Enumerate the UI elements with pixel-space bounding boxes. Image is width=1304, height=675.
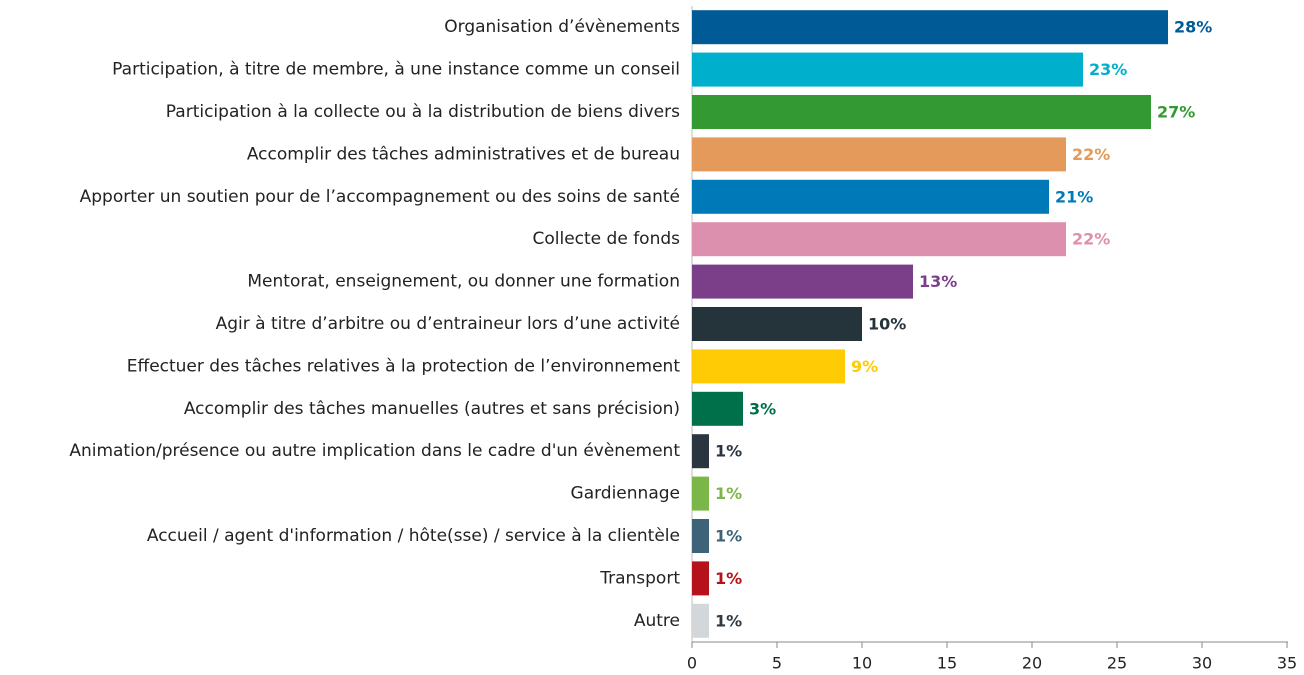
- bar: [692, 349, 845, 384]
- value-label: 1%: [715, 484, 742, 503]
- value-label: 10%: [868, 315, 906, 334]
- value-label: 9%: [851, 357, 878, 376]
- value-label: 1%: [715, 569, 742, 588]
- value-label: 22%: [1072, 145, 1110, 164]
- x-tick-label: 25: [1107, 654, 1127, 673]
- bar: [692, 391, 743, 426]
- bar: [692, 434, 709, 469]
- category-label: Effectuer des tâches relatives à la prot…: [127, 356, 681, 376]
- value-label: 28%: [1174, 18, 1212, 37]
- category-label: Participation à la collecte ou à la dist…: [166, 102, 680, 122]
- value-label: 1%: [715, 442, 742, 461]
- x-tick-label: 20: [1022, 654, 1042, 673]
- x-tick-label: 35: [1277, 654, 1297, 673]
- category-label: Organisation d’évènements: [444, 17, 680, 37]
- bar: [692, 137, 1066, 172]
- category-label: Transport: [599, 568, 680, 588]
- category-label: Accueil / agent d'information / hôte(sse…: [147, 526, 680, 546]
- x-tick-label: 0: [687, 654, 697, 673]
- category-label: Gardiennage: [571, 484, 680, 504]
- x-tick-label: 30: [1192, 654, 1212, 673]
- bar: [692, 52, 1083, 87]
- value-label: 1%: [715, 611, 742, 630]
- bar: [692, 519, 709, 553]
- category-label: Collecte de fonds: [532, 229, 680, 249]
- bar: [692, 222, 1066, 257]
- bar: [692, 307, 862, 341]
- category-label: Accomplir des tâches manuelles (autres e…: [184, 399, 680, 419]
- x-tick-label: 10: [852, 654, 872, 673]
- x-tick-label: 15: [937, 654, 957, 673]
- category-label: Apporter un soutien pour de l’accompagne…: [80, 187, 680, 207]
- bar: [692, 561, 709, 596]
- category-label: Agir à titre d’arbitre ou d’entraineur l…: [216, 314, 680, 334]
- value-label: 21%: [1055, 187, 1093, 206]
- bar: [692, 95, 1151, 129]
- bar: [692, 476, 709, 511]
- category-label: Animation/présence ou autre implication …: [69, 441, 680, 461]
- value-label: 23%: [1089, 60, 1127, 79]
- value-label: 22%: [1072, 230, 1110, 249]
- value-label: 13%: [919, 272, 957, 291]
- category-label: Mentorat, enseignement, ou donner une fo…: [247, 272, 680, 292]
- value-label: 3%: [749, 399, 776, 418]
- value-label: 1%: [715, 527, 742, 546]
- category-label: Participation, à titre de membre, à une …: [112, 60, 680, 80]
- value-label: 27%: [1157, 103, 1195, 122]
- bar: [692, 603, 709, 638]
- category-label: Accomplir des tâches administratives et …: [247, 144, 680, 164]
- category-label: Autre: [634, 611, 680, 631]
- x-tick-label: 5: [772, 654, 782, 673]
- bar: [692, 179, 1049, 214]
- bar: [692, 264, 913, 299]
- bar: [692, 10, 1168, 45]
